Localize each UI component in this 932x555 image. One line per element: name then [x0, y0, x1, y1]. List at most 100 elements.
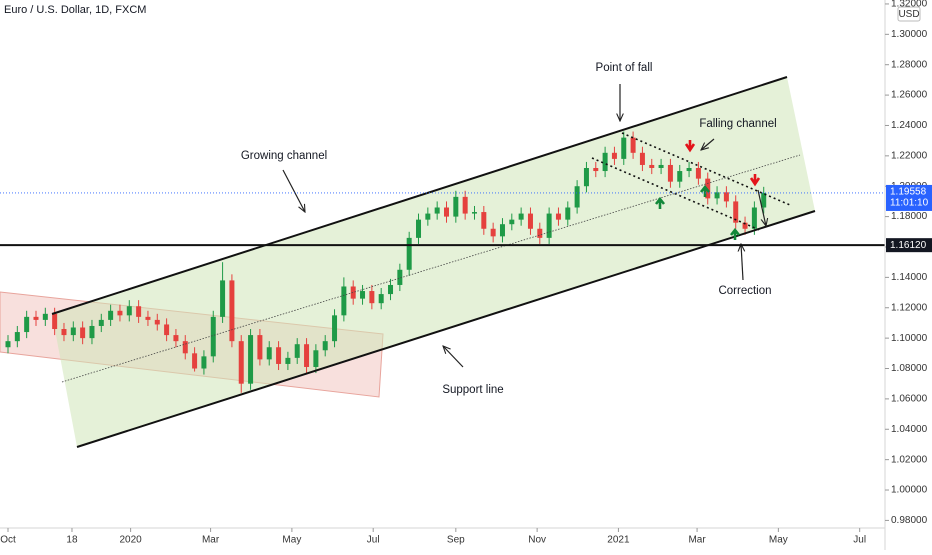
- down-arrow: [684, 140, 696, 153]
- candle-body: [583, 168, 589, 187]
- candle-body: [481, 212, 487, 229]
- candle-body: [341, 286, 347, 316]
- candle-body: [639, 152, 645, 165]
- candle-body: [761, 192, 767, 208]
- arrow: [443, 346, 464, 368]
- channel-mid-line: [61, 154, 801, 383]
- y-tick-label: 0.98000: [891, 515, 928, 526]
- currency-button[interactable]: [897, 6, 921, 22]
- last-price-label: 1.19558: [890, 187, 927, 198]
- candle-body: [723, 192, 729, 202]
- arrow: [282, 169, 305, 212]
- candle-body: [658, 164, 664, 168]
- candle-body: [285, 357, 291, 364]
- y-tick-label: 1.00000: [891, 485, 928, 496]
- candle-body: [80, 327, 86, 339]
- y-tick-label: 1.06000: [891, 394, 928, 405]
- x-tick-label: Sep: [447, 535, 465, 546]
- candle-body: [173, 335, 179, 342]
- y-tick-label: 1.24000: [891, 120, 928, 131]
- candle-body: [360, 291, 366, 299]
- candle-body: [686, 168, 692, 172]
- candle-body: [602, 152, 608, 172]
- x-tick-label: Jul: [853, 535, 866, 546]
- candle-body: [406, 237, 412, 270]
- candle-body: [220, 280, 226, 317]
- candle-body: [733, 201, 739, 223]
- candle-body: [33, 316, 39, 320]
- candle-body: [248, 335, 254, 384]
- falling-channel-lower: [591, 157, 763, 232]
- candle-body: [555, 213, 561, 220]
- candle-body: [611, 152, 617, 159]
- candle-body: [462, 196, 468, 214]
- chart-title: Euro / U.S. Dollar, 1D, FXCM: [4, 4, 146, 16]
- y-tick-label: 1.26000: [891, 90, 928, 101]
- candle-body: [238, 341, 244, 384]
- candle-body: [108, 310, 114, 320]
- candle-body: [397, 269, 403, 285]
- level-label-bg: [886, 238, 932, 253]
- annotation: Support line: [442, 384, 503, 396]
- candle-body: [229, 280, 235, 342]
- candle-body: [425, 213, 431, 220]
- candle-body: [369, 291, 375, 304]
- y-tick-label: 1.02000: [891, 454, 928, 465]
- y-tick-label: 1.18000: [891, 211, 928, 222]
- candle-body: [14, 332, 20, 342]
- candle-body: [70, 327, 76, 336]
- candle-body: [192, 353, 198, 369]
- candle-body: [201, 356, 207, 369]
- candle-body: [61, 329, 67, 336]
- candle-body: [714, 192, 720, 199]
- candle-body: [565, 207, 571, 220]
- candle-body: [527, 213, 533, 229]
- y-tick-label: 1.30000: [891, 29, 928, 40]
- candle-body: [537, 228, 543, 238]
- candle-body: [332, 315, 338, 342]
- candle-body: [695, 168, 701, 179]
- candle-body: [164, 324, 170, 336]
- candle-body: [136, 306, 142, 317]
- candle-body: [24, 316, 30, 333]
- projection-arrow: [757, 189, 766, 226]
- falling-channel-upper: [621, 132, 791, 206]
- x-tick-label: 2021: [607, 535, 630, 546]
- x-tick-label: Nov: [528, 535, 546, 546]
- candle-body: [751, 207, 757, 229]
- candle-body: [499, 224, 505, 237]
- support-line: [76, 210, 816, 448]
- arrow: [741, 244, 743, 281]
- candle-body: [593, 168, 599, 172]
- x-tick-label: Jul: [367, 535, 380, 546]
- candle-body: [350, 286, 356, 299]
- candle-body: [453, 196, 459, 217]
- candle-body: [117, 310, 123, 316]
- candle-body: [667, 164, 673, 182]
- candle-body: [621, 137, 627, 159]
- y-tick-label: 1.14000: [891, 272, 928, 283]
- candles: [5, 131, 767, 393]
- up-arrow: [654, 196, 666, 209]
- candle-body: [509, 219, 515, 225]
- x-tick-label: 2020: [119, 535, 142, 546]
- candle-body: [742, 222, 748, 229]
- candle-body: [649, 164, 655, 168]
- candle-body: [518, 213, 524, 220]
- price-scale-bg: [885, 0, 932, 550]
- annotation: Point of fall: [596, 62, 653, 74]
- candle-body: [630, 137, 636, 153]
- candle-body: [471, 212, 477, 214]
- time-scale-bg: [0, 528, 932, 550]
- candle-body: [677, 171, 683, 182]
- y-tick-label: 1.32000: [891, 0, 928, 10]
- candle-body: [322, 341, 328, 351]
- down-arrow: [749, 174, 761, 187]
- candle-body: [257, 335, 263, 360]
- candle-body: [294, 344, 300, 358]
- candle-body: [52, 313, 58, 330]
- y-tick-label: 1.12000: [891, 302, 928, 313]
- annotation: Correction: [718, 285, 771, 297]
- candle-body: [443, 207, 449, 217]
